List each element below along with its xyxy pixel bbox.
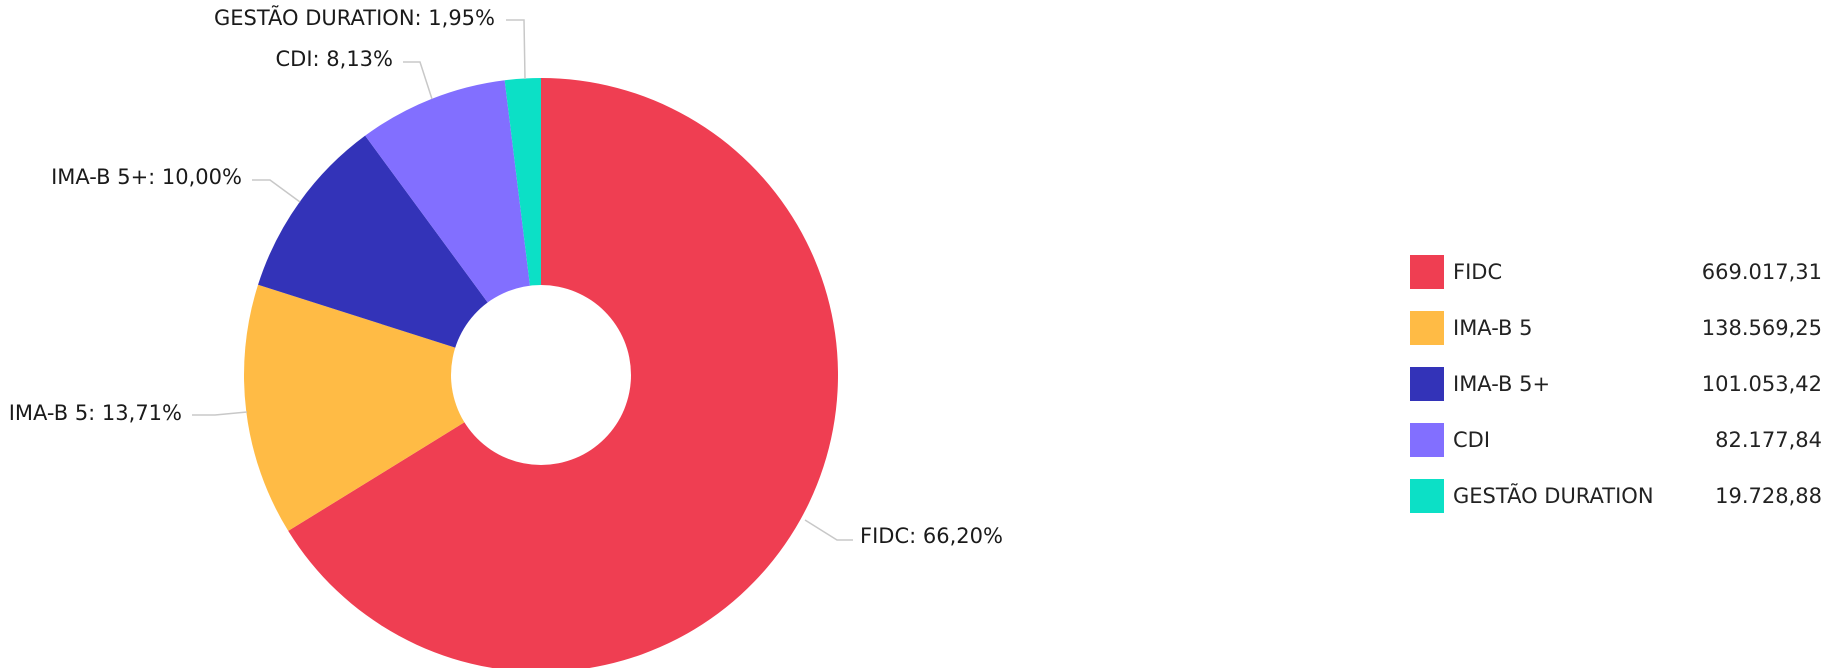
slice-label-fidc: FIDC: 66,20% — [860, 524, 1003, 548]
legend-value: 138.569,25 — [1701, 316, 1822, 340]
slice-labels: FIDC: 66,20% IMA-B 5: 13,71% IMA-B 5+: 10,… — [9, 4, 1003, 548]
leader-line-fidc — [804, 519, 853, 541]
slice-ima-b-5[interactable] — [243, 284, 541, 531]
leader-line-cdi — [403, 61, 433, 100]
slice-ima-b-5[interactable] — [258, 135, 541, 375]
legend-label: IMA-B 5+ — [1453, 372, 1551, 396]
chart-legend: FIDC 669.017,31 IMA-B 5 138.569,25 IMA-B 5+ 1… — [1410, 244, 1822, 524]
slice-label-ima-b-5: IMA-B 5+: 10,00% — [51, 165, 242, 189]
donut-hole — [451, 285, 631, 465]
slice-label-ima-b-5: IMA-B 5: 13,71% — [9, 401, 182, 425]
legend-swatch — [1410, 367, 1444, 401]
legend-item-gestao-duration[interactable]: GESTÃO DURATION 19.728,88 — [1410, 468, 1822, 524]
legend-label: CDI — [1453, 428, 1491, 452]
legend-swatch — [1410, 479, 1444, 513]
legend-swatch — [1410, 423, 1444, 457]
legend-label: GESTÃO DURATION — [1453, 484, 1654, 508]
leader-line-ima-b-5 — [192, 411, 248, 416]
legend-label: FIDC — [1453, 260, 1503, 284]
legend-value: 82.177,84 — [1715, 428, 1822, 452]
slice-label-cdi: CDI: 8,13% — [276, 47, 394, 71]
legend-item-cdi[interactable]: CDI 82.177,84 — [1410, 412, 1822, 468]
slice-leader-lines — [192, 19, 853, 541]
legend-value: 101.053,42 — [1701, 372, 1822, 396]
legend-item-fidc[interactable]: FIDC 669.017,31 — [1410, 244, 1822, 300]
leader-line-gestao-duration — [506, 19, 526, 80]
legend-item-ima-b-5[interactable]: IMA-B 5 138.569,25 — [1410, 300, 1822, 356]
legend-swatch — [1410, 311, 1444, 345]
legend-label: IMA-B 5 — [1453, 316, 1533, 340]
legend-value: 19.728,88 — [1715, 484, 1822, 508]
legend-item-ima-b-5[interactable]: IMA-B 5+ 101.053,42 — [1410, 356, 1822, 412]
legend-swatch — [1410, 255, 1444, 289]
leader-line-ima-b-5 — [252, 179, 301, 203]
legend-value: 669.017,31 — [1701, 260, 1822, 284]
slice-label-gestao-duration: GESTÃO DURATION: 1,95% — [214, 4, 495, 30]
